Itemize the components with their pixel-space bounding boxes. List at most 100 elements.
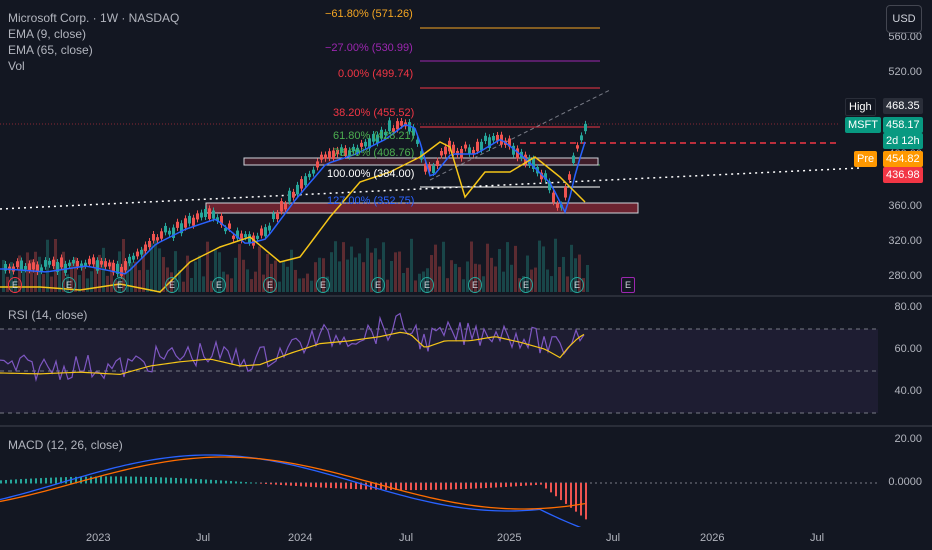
macd-axis[interactable]: 20.00 0.0000 xyxy=(880,427,932,527)
time-tick: 2023 xyxy=(86,532,111,544)
earnings-badge[interactable]: E xyxy=(570,277,584,293)
fib-label-127: 127.00% (352.75) xyxy=(327,195,415,207)
macd-histogram-bar xyxy=(105,476,107,484)
macd-signal-line xyxy=(0,456,586,510)
candle-body xyxy=(556,203,559,208)
legend-symbol[interactable]: Microsoft Corp. · 1W · NASDAQ xyxy=(8,11,180,25)
legend-ema9[interactable]: EMA (9, close) xyxy=(8,27,87,41)
macd-histogram-bar xyxy=(230,481,232,484)
candle-body xyxy=(40,267,43,272)
candle-body xyxy=(508,138,511,147)
candle-body xyxy=(120,266,123,276)
legend-vol[interactable]: Vol xyxy=(8,59,25,73)
price-chart-canvas[interactable] xyxy=(0,0,880,295)
macd-histogram-bar xyxy=(510,483,512,487)
macd-histogram-bar xyxy=(500,483,502,488)
macd-histogram-bar xyxy=(15,479,17,484)
high-value: 468.35 xyxy=(883,98,923,114)
earnings-badge[interactable]: E xyxy=(420,277,434,293)
volume-bar xyxy=(30,259,33,292)
macd-histogram-bar xyxy=(520,483,522,486)
volume-bar xyxy=(134,261,137,292)
candle-body xyxy=(168,230,171,235)
volume-bar xyxy=(118,251,121,292)
candle-body xyxy=(300,179,303,189)
earnings-badge[interactable]: E xyxy=(468,277,482,293)
currency-button[interactable]: USD xyxy=(886,5,922,33)
candle-body xyxy=(72,259,75,264)
candle-body xyxy=(228,223,231,229)
volume-bar xyxy=(466,261,469,292)
macd-histogram-bar xyxy=(110,476,112,484)
volume-bar xyxy=(98,254,101,292)
macd-histogram-bar xyxy=(10,479,12,484)
high-tag: High xyxy=(845,98,876,116)
macd-histogram-bar xyxy=(475,483,477,489)
macd-histogram-bar xyxy=(125,476,127,484)
volume-bar xyxy=(490,257,493,292)
volume-bar xyxy=(526,255,529,292)
candle-body xyxy=(220,215,223,225)
candle-body xyxy=(212,210,215,219)
earnings-badge[interactable]: E xyxy=(621,277,635,293)
earnings-badge[interactable]: E xyxy=(316,277,330,293)
volume-bar xyxy=(74,257,77,292)
macd-histogram-bar xyxy=(120,476,122,484)
macd-canvas[interactable] xyxy=(0,427,880,530)
chart-legend: Microsoft Corp. · 1W · NASDAQ EMA (9, cl… xyxy=(8,10,179,74)
macd-axis-tick: 0.0000 xyxy=(888,476,922,488)
earnings-badge[interactable]: E xyxy=(519,277,533,293)
earnings-badge[interactable]: E xyxy=(371,277,385,293)
volume-bar xyxy=(282,261,285,292)
macd-line xyxy=(0,454,586,530)
earnings-badge[interactable]: E xyxy=(8,277,22,293)
candle-body xyxy=(356,147,359,153)
time-axis[interactable]: 2023 Jul 2024 Jul 2025 Jul 2026 Jul xyxy=(0,527,880,550)
channel-line xyxy=(429,89,611,181)
macd-legend[interactable]: MACD (12, 26, close) xyxy=(8,438,123,452)
earnings-badge[interactable]: E xyxy=(212,277,226,293)
earnings-badge[interactable]: E xyxy=(62,277,76,293)
price-chart-pane[interactable]: Microsoft Corp. · 1W · NASDAQ EMA (9, cl… xyxy=(0,0,880,295)
macd-histogram-bar xyxy=(255,482,257,484)
macd-histogram-bar xyxy=(30,478,32,484)
candle-body xyxy=(288,190,291,202)
pane-divider[interactable] xyxy=(0,425,932,427)
rsi-axis[interactable]: 80.00 60.00 40.00 xyxy=(880,297,932,425)
volume-bar xyxy=(586,265,589,292)
macd-pane[interactable]: MACD (12, 26, close) xyxy=(0,427,880,530)
rsi-legend[interactable]: RSI (14, close) xyxy=(8,308,88,322)
volume-bar xyxy=(46,239,49,292)
rsi-canvas[interactable] xyxy=(0,297,880,425)
candle-body xyxy=(384,132,387,136)
volume-bar xyxy=(146,269,149,292)
volume-bar xyxy=(430,255,433,292)
ema65-line xyxy=(0,141,586,293)
candle-body xyxy=(172,227,175,238)
earnings-badge[interactable]: E xyxy=(113,277,127,293)
volume-bar xyxy=(126,262,129,292)
volume-bar xyxy=(234,257,237,292)
macd-histogram-bar xyxy=(300,483,302,487)
macd-histogram-bar xyxy=(185,478,187,484)
candle-body xyxy=(84,262,87,266)
candle-body xyxy=(344,148,347,156)
fib-label-0: 0.00% (499.74) xyxy=(338,68,414,80)
macd-histogram-bar xyxy=(570,483,572,508)
candle-body xyxy=(4,264,7,271)
candle-body xyxy=(348,150,351,157)
earnings-badge[interactable]: E xyxy=(263,277,277,293)
fib-label-100: 100.00% (384.00) xyxy=(327,168,415,180)
pane-divider[interactable] xyxy=(0,295,932,297)
legend-ema65[interactable]: EMA (65, close) xyxy=(8,43,93,57)
candle-body xyxy=(412,127,415,136)
volume-bar xyxy=(130,262,133,292)
candle-body xyxy=(304,176,307,186)
volume-bar xyxy=(418,273,421,292)
candle-body xyxy=(320,154,323,160)
earnings-badge[interactable]: E xyxy=(165,277,179,293)
rsi-pane[interactable]: RSI (14, close) xyxy=(0,297,880,425)
candle-body xyxy=(512,145,515,155)
candle-body xyxy=(184,218,187,228)
candle-body xyxy=(248,234,251,243)
